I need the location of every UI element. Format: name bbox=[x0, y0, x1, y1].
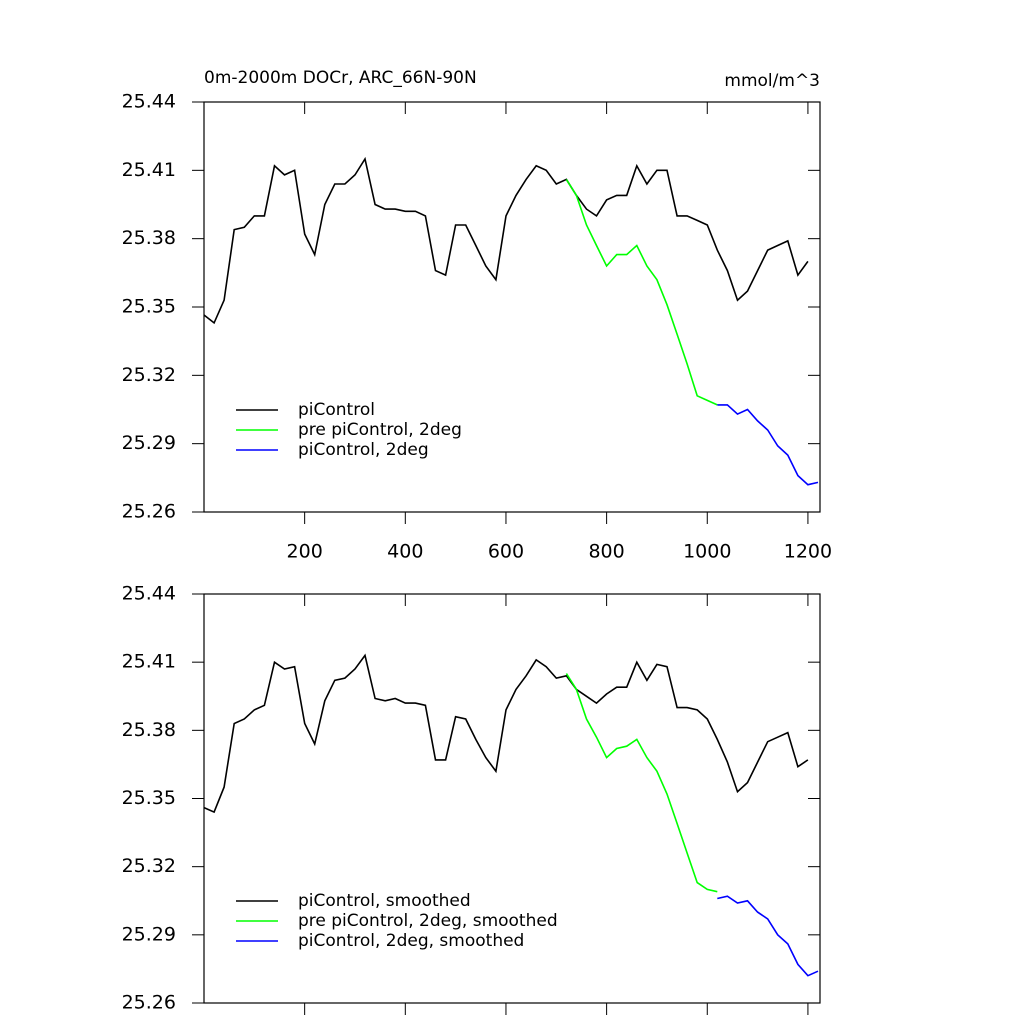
y-tick-label: 25.26 bbox=[122, 992, 176, 1014]
x-tick-label: 1000 bbox=[683, 541, 731, 563]
data-line bbox=[203, 156, 809, 325]
y-tick-label: 25.29 bbox=[122, 923, 176, 945]
y-tick-label: 25.38 bbox=[122, 719, 176, 741]
y-tick-label: 25.41 bbox=[122, 159, 176, 181]
y-tick-label: 25.29 bbox=[122, 432, 176, 454]
y-tick-label: 25.35 bbox=[122, 296, 176, 318]
y-tick-label: 25.38 bbox=[122, 227, 176, 249]
data-line bbox=[565, 178, 718, 406]
x-tick-label: 800 bbox=[588, 541, 624, 563]
legend-label: pre piControl, 2deg bbox=[298, 420, 462, 440]
x-tick-label: 1200 bbox=[784, 541, 832, 563]
legend-label: piControl, smoothed bbox=[298, 891, 471, 911]
y-tick-label: 25.32 bbox=[122, 364, 176, 386]
y-tick-label: 25.41 bbox=[122, 651, 176, 673]
y-tick-label: 25.26 bbox=[122, 501, 176, 523]
data-line bbox=[203, 653, 809, 814]
y-tick-label: 25.44 bbox=[122, 583, 176, 605]
x-tick-label: 600 bbox=[488, 541, 524, 563]
legend-label: piControl bbox=[298, 400, 375, 420]
y-tick-label: 25.44 bbox=[122, 91, 176, 113]
y-tick-label: 25.32 bbox=[122, 855, 176, 877]
x-tick-label: 400 bbox=[387, 541, 423, 563]
chart-title: 0m-2000m DOCr, ARC_66N-90N bbox=[204, 68, 477, 88]
legend-label: piControl, 2deg bbox=[298, 440, 429, 460]
legend-label: pre piControl, 2deg, smoothed bbox=[298, 911, 558, 931]
data-line bbox=[717, 404, 819, 486]
data-line bbox=[565, 673, 718, 893]
legend-label: piControl, 2deg, smoothed bbox=[298, 931, 524, 951]
data-line bbox=[717, 895, 819, 977]
units-label: mmol/m^3 bbox=[724, 71, 820, 91]
x-tick-label: 200 bbox=[287, 541, 323, 563]
y-tick-label: 25.35 bbox=[122, 787, 176, 809]
